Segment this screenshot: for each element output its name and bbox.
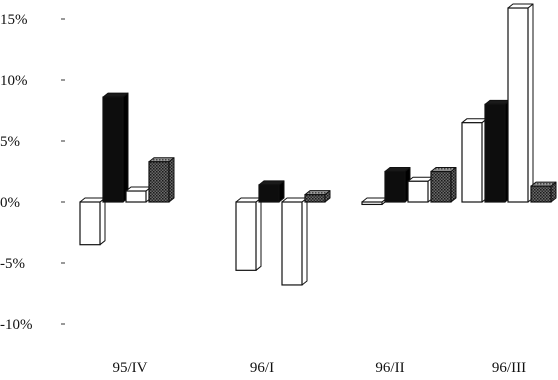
bar-96/I-series-1 xyxy=(235,197,262,271)
bar-96/III-series-1 xyxy=(461,118,488,203)
x-category-label: 96/II xyxy=(375,360,404,376)
bar-96/I-series-3 xyxy=(281,197,308,286)
x-axis: 95/IV 96/I 96/II 96/III xyxy=(113,360,527,376)
bars xyxy=(79,3,557,286)
bar-96/I-series-4 xyxy=(304,190,331,203)
x-category-label: 96/I xyxy=(250,360,274,376)
bar-96/I-series-2 xyxy=(258,180,285,203)
x-category-label: 96/III xyxy=(492,360,526,376)
y-tick-label: -10% xyxy=(0,317,33,333)
y-tick-label: 15% xyxy=(0,12,28,28)
y-tick-label: 0% xyxy=(0,195,20,211)
bar-96/III-series-4 xyxy=(530,181,557,203)
y-tick-label: 10% xyxy=(0,73,28,89)
y-axis: 15% 10% 5% 0% -5% -10% xyxy=(0,12,65,333)
bar-96/II-series-4 xyxy=(430,167,457,203)
bar-96/II-series-2 xyxy=(384,167,411,203)
y-tick-label: -5% xyxy=(0,256,25,272)
bar-95/IV-series-2 xyxy=(102,92,129,203)
bar-96/III-series-2 xyxy=(484,99,511,203)
bar-96/III-series-3 xyxy=(507,3,534,203)
bar-96/II-series-3 xyxy=(407,176,434,203)
bar-95/IV-series-4 xyxy=(148,157,175,203)
bar-96/II-series-1 xyxy=(361,197,388,206)
x-category-label: 95/IV xyxy=(113,360,148,376)
bar-95/IV-series-1 xyxy=(79,197,106,246)
bar-95/IV-series-3 xyxy=(125,186,152,203)
y-tick-label: 5% xyxy=(0,134,20,150)
